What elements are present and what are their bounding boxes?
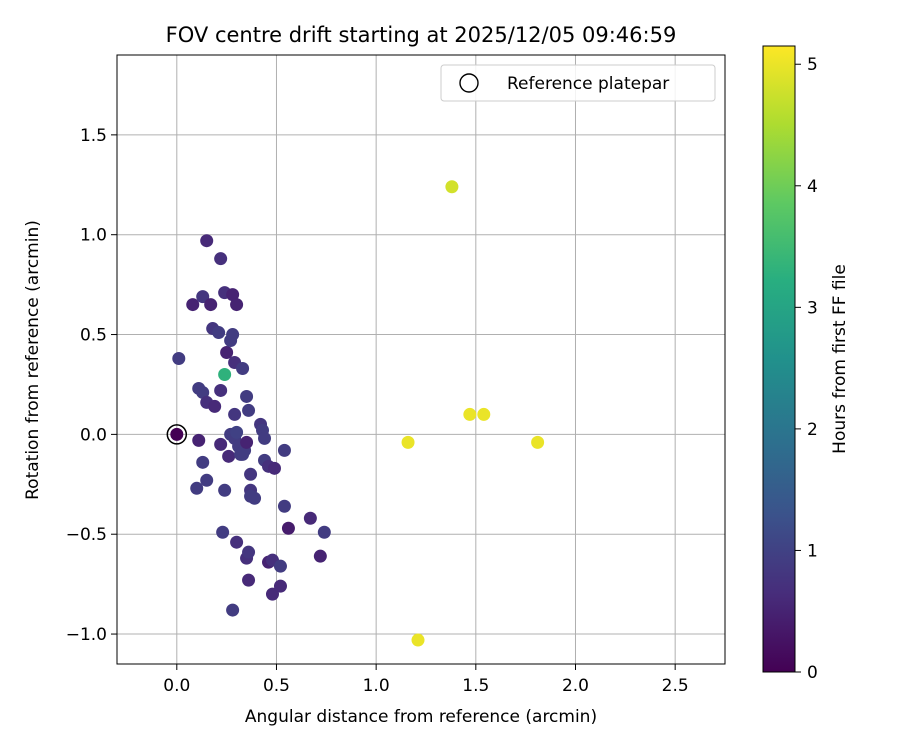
x-tick-label: 1.0 bbox=[363, 676, 390, 696]
data-point bbox=[411, 633, 425, 647]
data-point bbox=[531, 435, 545, 449]
data-point bbox=[248, 491, 262, 505]
x-tick-label: 2.5 bbox=[662, 676, 689, 696]
data-point bbox=[277, 499, 291, 513]
data-point bbox=[200, 234, 214, 248]
data-point bbox=[477, 407, 491, 421]
data-point bbox=[313, 549, 327, 563]
grid bbox=[117, 55, 725, 664]
data-point bbox=[218, 367, 232, 381]
data-point bbox=[212, 326, 226, 340]
colorbar: 0 1 2 3 4 5 Hours from first FF file bbox=[762, 45, 850, 683]
data-point bbox=[230, 298, 244, 312]
data-point bbox=[226, 603, 240, 617]
y-tick-label: −1.0 bbox=[66, 625, 107, 645]
data-point bbox=[240, 435, 254, 449]
data-point bbox=[242, 545, 256, 559]
data-point bbox=[186, 298, 200, 312]
data-point bbox=[244, 467, 258, 481]
data-point bbox=[303, 511, 317, 525]
reference-marker bbox=[166, 424, 188, 445]
data-point bbox=[230, 535, 244, 549]
data-point bbox=[267, 461, 281, 475]
data-point bbox=[463, 407, 477, 421]
data-point bbox=[445, 180, 459, 194]
colorbar-ticks: 0 1 2 3 4 5 bbox=[795, 55, 818, 683]
data-point bbox=[170, 427, 184, 441]
data-point bbox=[317, 525, 331, 539]
x-axis-label: Angular distance from reference (arcmin) bbox=[245, 707, 597, 727]
data-point bbox=[242, 573, 256, 587]
y-tick-label: −0.5 bbox=[66, 525, 107, 545]
data-point bbox=[242, 403, 256, 417]
data-point bbox=[172, 352, 186, 366]
data-point bbox=[236, 361, 250, 375]
legend-marker-icon bbox=[459, 73, 479, 93]
colorbar-tick-label: 5 bbox=[807, 55, 818, 75]
data-point bbox=[196, 290, 210, 304]
y-tick-label: 0.0 bbox=[80, 425, 107, 445]
x-tick-label: 0.5 bbox=[263, 676, 290, 696]
data-point bbox=[214, 383, 228, 397]
legend-label: Reference platepar bbox=[507, 74, 669, 94]
data-point bbox=[196, 455, 210, 469]
colorbar-frame bbox=[762, 45, 796, 673]
x-tick-label: 2.0 bbox=[562, 676, 589, 696]
data-point bbox=[214, 437, 228, 451]
colorbar-tick-label: 4 bbox=[807, 177, 818, 197]
data-point bbox=[218, 483, 232, 497]
y-tick-label: 1.0 bbox=[80, 226, 107, 246]
legend: Reference platepar bbox=[440, 64, 716, 102]
data-point bbox=[200, 473, 214, 487]
data-point bbox=[222, 449, 236, 463]
data-point bbox=[216, 525, 230, 539]
data-point bbox=[228, 407, 242, 421]
colorbar-gradient bbox=[763, 46, 795, 672]
x-tick-label: 0.0 bbox=[163, 676, 190, 696]
data-point bbox=[214, 252, 228, 266]
data-point bbox=[258, 431, 272, 445]
colorbar-tick-label: 2 bbox=[807, 420, 818, 440]
y-tick-label: 1.5 bbox=[80, 126, 107, 146]
y-axis-label: Rotation from reference (arcmin) bbox=[23, 220, 43, 500]
x-tick-label: 1.5 bbox=[462, 676, 489, 696]
data-point bbox=[226, 288, 240, 302]
data-point bbox=[230, 425, 244, 439]
y-tick-label: 0.5 bbox=[80, 326, 107, 346]
colorbar-label: Hours from first FF file bbox=[830, 264, 850, 454]
data-point bbox=[401, 435, 415, 449]
y-axis-ticks: −1.0 −0.5 0.0 0.5 1.0 1.5 bbox=[66, 126, 117, 645]
reference-platepar-marker bbox=[166, 424, 188, 445]
legend-box bbox=[440, 64, 716, 102]
chart-title: FOV centre drift starting at 2025/12/05 … bbox=[166, 23, 677, 47]
data-point bbox=[281, 521, 295, 535]
data-point bbox=[273, 559, 287, 573]
colorbar-tick-label: 3 bbox=[807, 298, 818, 318]
data-point bbox=[190, 481, 204, 495]
colorbar-tick-label: 0 bbox=[807, 663, 818, 683]
data-point bbox=[204, 298, 218, 312]
data-point bbox=[192, 433, 206, 447]
plot-area bbox=[117, 55, 725, 664]
data-point bbox=[240, 389, 254, 403]
data-points bbox=[170, 180, 545, 647]
x-axis-ticks: 0.0 0.5 1.0 1.5 2.0 2.5 bbox=[163, 664, 689, 696]
data-point bbox=[196, 385, 210, 399]
data-point bbox=[208, 399, 222, 413]
data-point bbox=[265, 587, 279, 601]
data-point bbox=[226, 328, 240, 342]
data-point bbox=[273, 579, 287, 593]
data-point bbox=[220, 346, 234, 360]
colorbar-tick-label: 1 bbox=[807, 541, 818, 561]
plot-frame bbox=[116, 54, 726, 665]
data-point bbox=[277, 443, 291, 457]
